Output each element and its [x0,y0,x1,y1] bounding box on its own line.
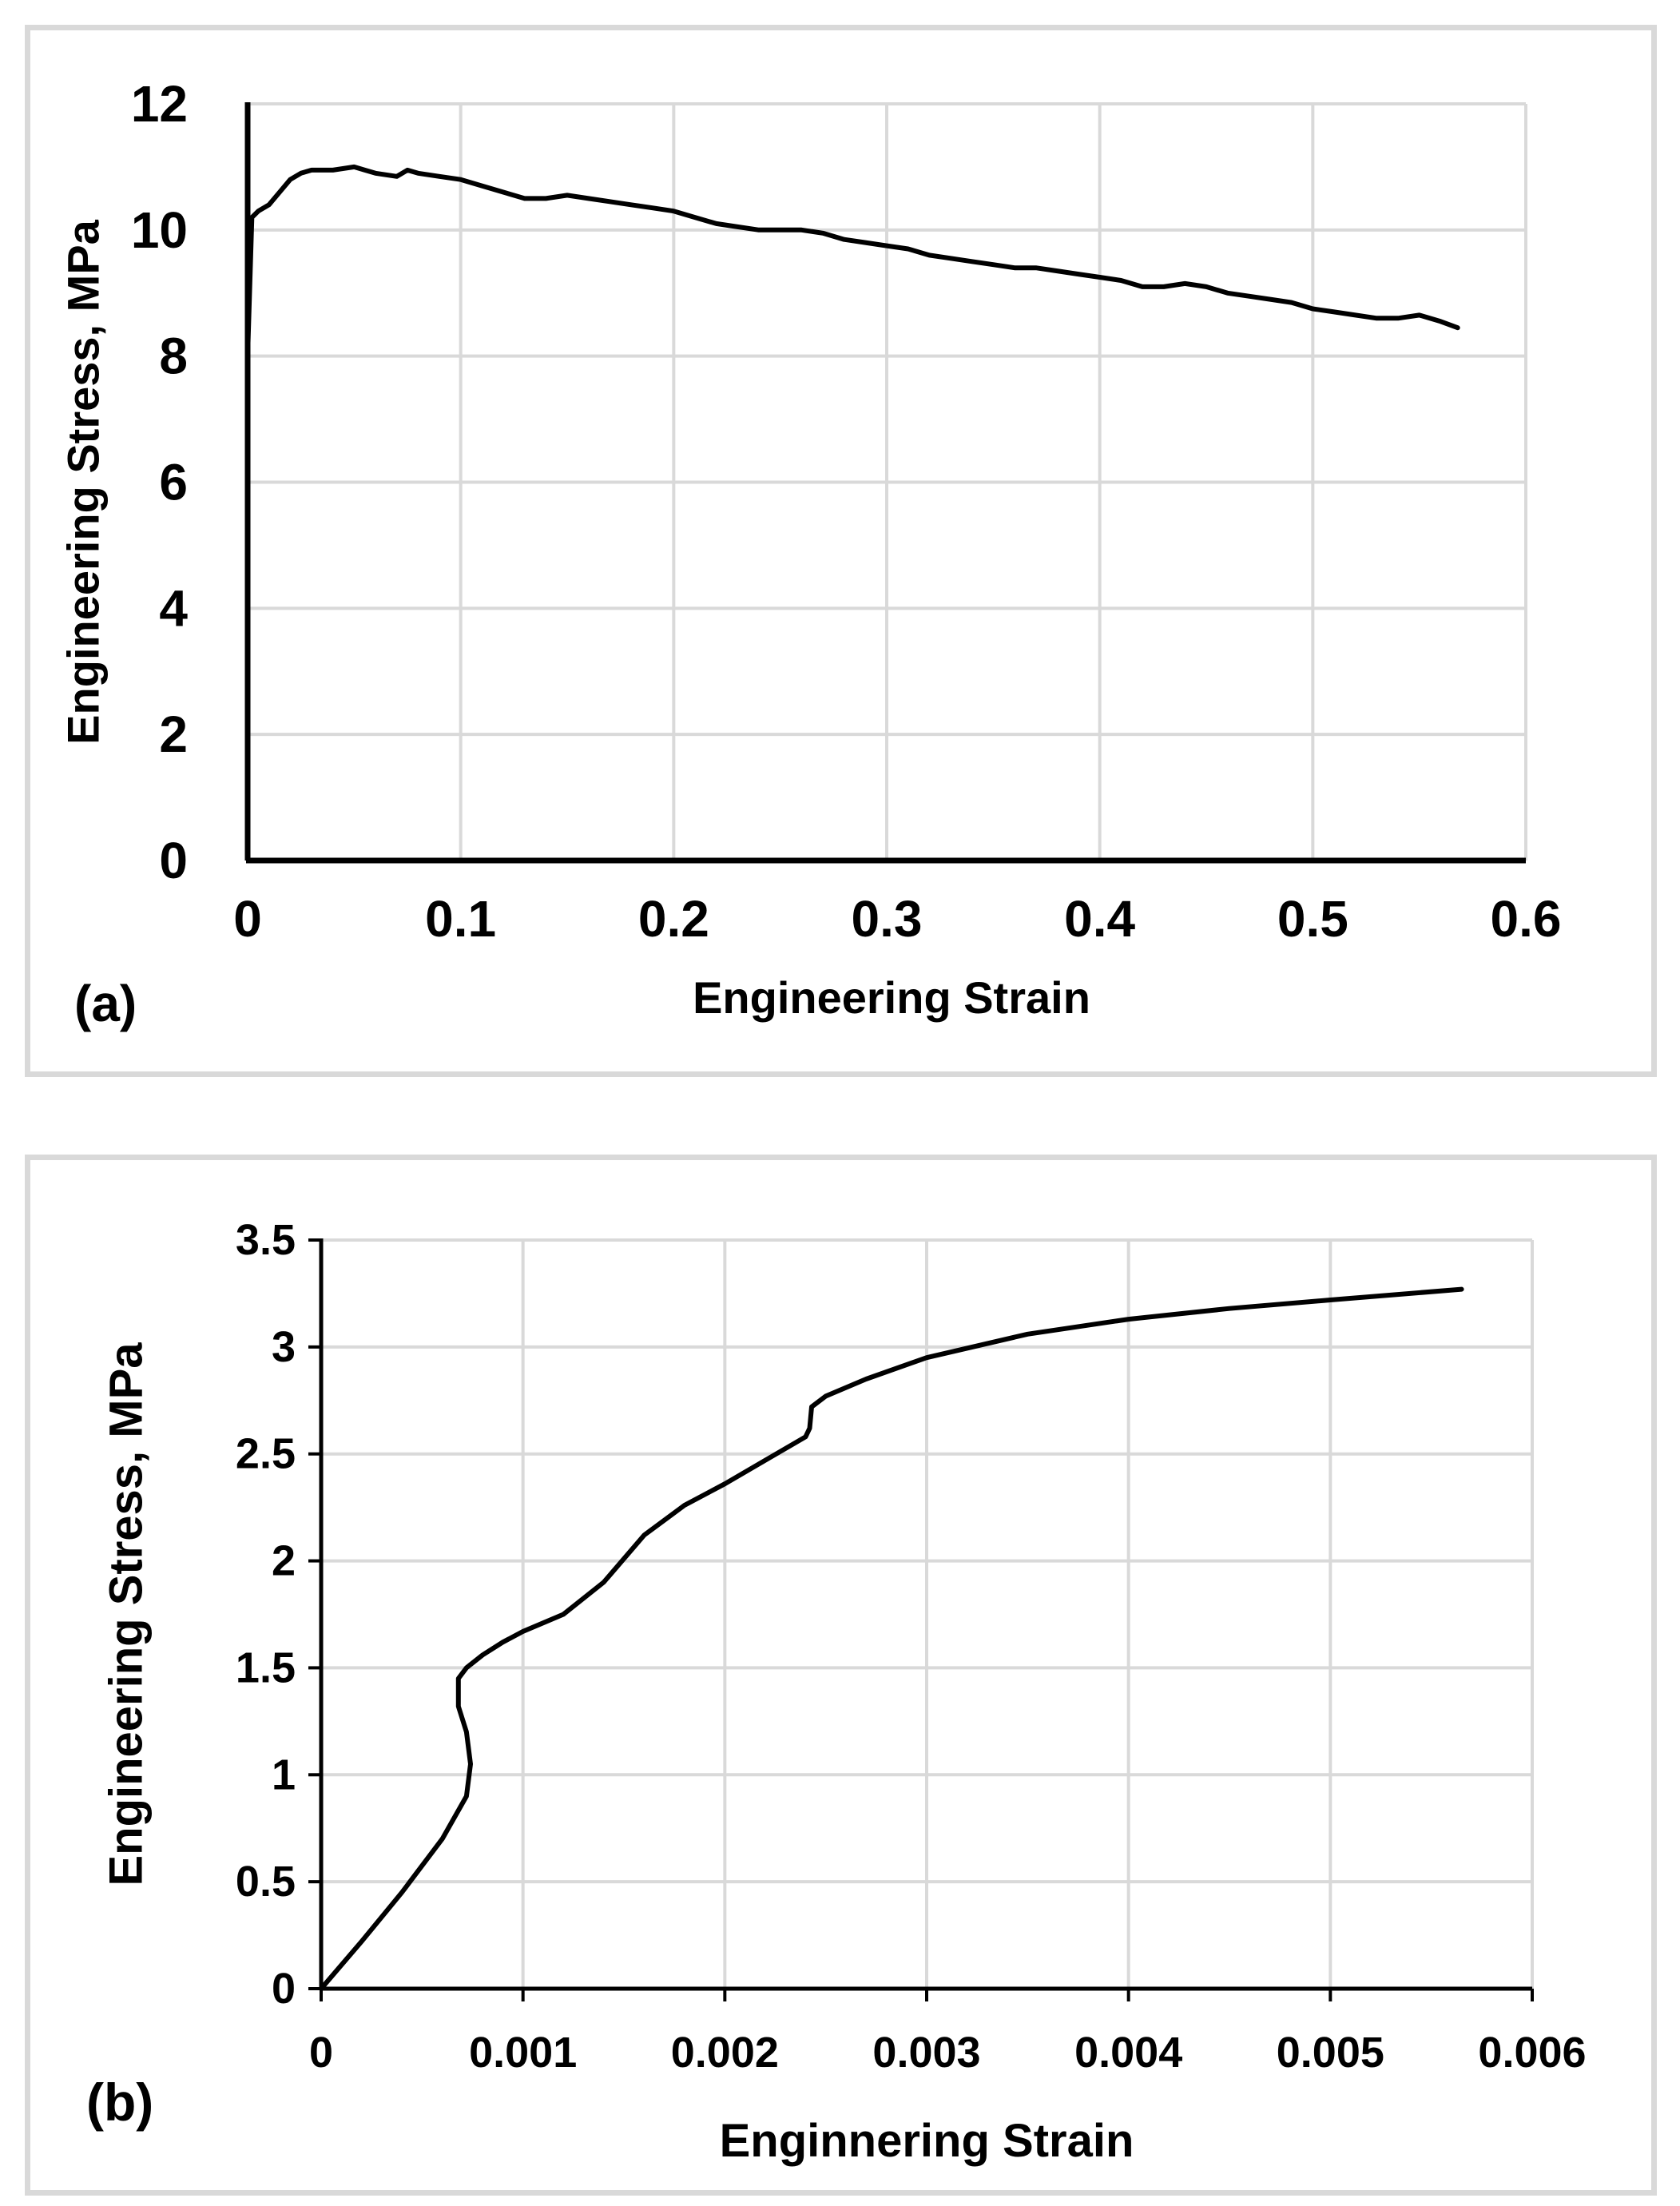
chart-panel-a: 0 0.1 0.2 0.3 0.4 0.5 0.6 0 2 4 6 8 10 12 Engineering … [25,25,1657,1077]
x-tick-label: 0.001 [469,2029,577,2077]
y-tick-label: 1 [272,1751,296,1799]
y-axis-title: Engineering Stress, MPa [101,1342,153,1886]
y-tick-label: 2.5 [236,1430,296,1478]
y-tick-label: 2 [159,706,188,763]
x-tick-label: 0.005 [1277,2029,1384,2077]
x-tick-label: 0.5 [1277,890,1348,948]
y-tick-label: 10 [131,201,188,259]
y-tick-label: 6 [159,454,188,511]
x-tick-label: 0.004 [1074,2029,1182,2077]
y-tick-label: 2 [272,1537,296,1585]
series-line-0 [319,1286,1464,1991]
y-tick-label: 1.5 [236,1644,296,1691]
x-tick-label: 0.4 [1064,890,1135,948]
x-tick-label: 0 [309,2029,333,2077]
y-tick-label: 4 [159,579,188,637]
x-tick-label: 0 [233,890,262,948]
x-tick-label: 0.2 [638,890,709,948]
x-tick-label: 0.002 [671,2029,779,2077]
x-tick-label: 0.3 [852,890,923,948]
y-tick-label: 3 [272,1323,296,1371]
y-tick-label: 12 [131,75,188,133]
y-tick-label: 8 [159,328,188,385]
stress-strain-chart-a: 0 0.1 0.2 0.3 0.4 0.5 0.6 0 2 4 6 8 10 12 Engineering … [58,75,1562,1032]
series-line-0 [245,164,1460,359]
y-tick-label: 0.5 [236,1858,296,1906]
x-axis-title: Enginnering Strain [720,2115,1134,2167]
x-tick-label: 0.6 [1491,890,1562,948]
y-tick-label: 0 [159,832,188,889]
stress-strain-chart-b: 0 0.001 0.002 0.003 0.004 0.005 0.006 0 0.5 1 1.5 2… [86,1216,1587,2167]
x-tick-label: 0.006 [1478,2029,1586,2077]
x-tick-label: 0.1 [425,890,496,948]
chart-panel-b: 0 0.001 0.002 0.003 0.004 0.005 0.006 0 0.5 1 1.5 2… [25,1155,1657,2196]
y-tick-label: 0 [272,1965,296,2013]
y-axis-title: Engineering Stress, MPa [58,219,109,744]
x-tick-label: 0.003 [872,2029,980,2077]
y-tick-label: 3.5 [236,1216,296,1264]
panel-label: (b) [86,2073,153,2132]
panel-label: (a) [74,975,137,1032]
x-axis-title: Engineering Strain [693,972,1090,1023]
